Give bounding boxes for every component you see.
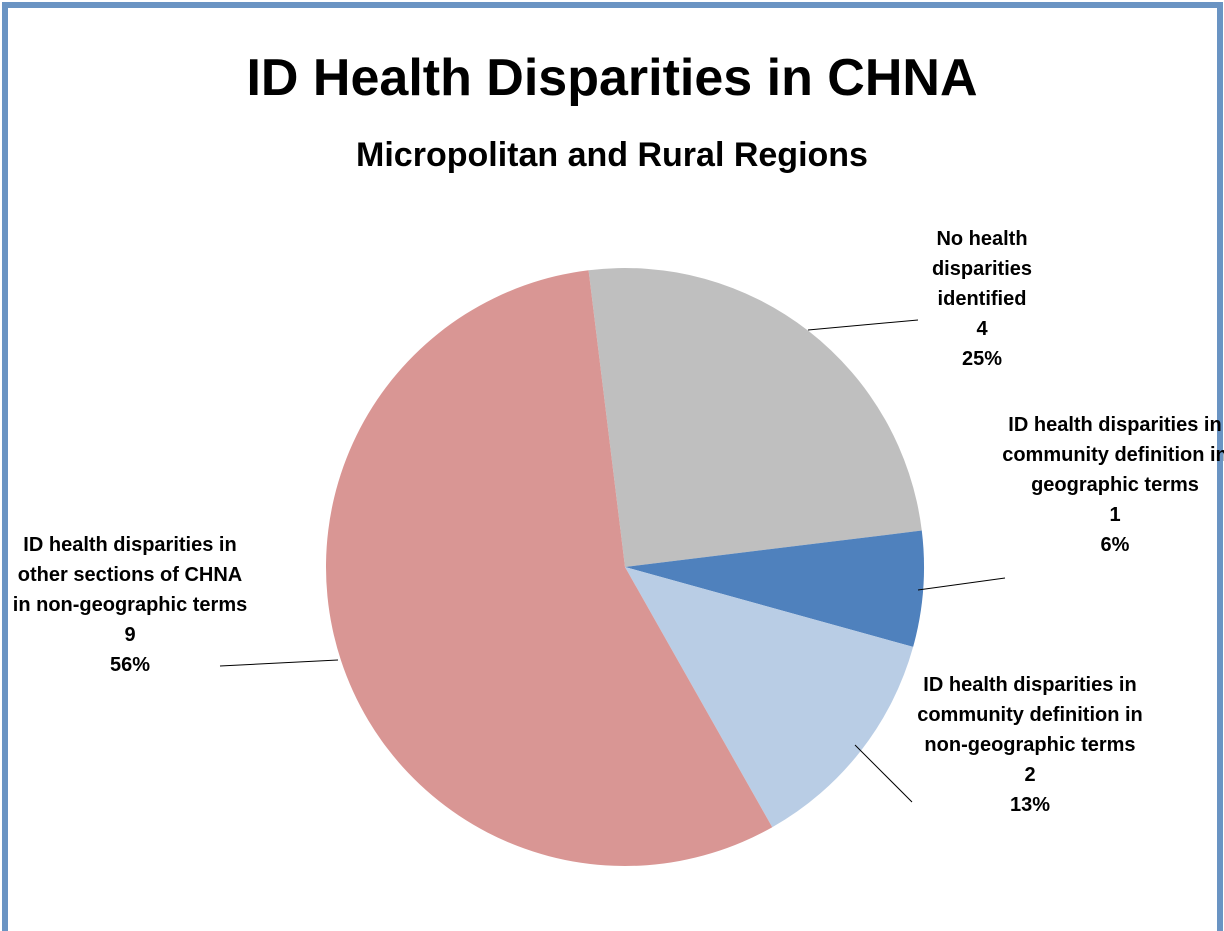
leader-line	[917, 577, 1006, 591]
slice-name: ID health disparities in other sections …	[12, 534, 248, 616]
pie-slice	[625, 530, 924, 647]
data-label: ID health disparities in community defin…	[900, 670, 1160, 820]
slice-count: 1	[1109, 504, 1121, 526]
slice-percent: 13%	[1009, 794, 1051, 816]
leader-line	[807, 319, 919, 331]
slice-count: 2	[1024, 764, 1036, 786]
data-label: No health disparities identified 4 25%	[892, 224, 1072, 374]
leader-line	[854, 744, 913, 803]
slice-name: ID health disparities in community defin…	[1002, 414, 1224, 496]
pie-slice	[625, 567, 914, 828]
pie-slice	[325, 270, 773, 867]
slice-percent: 56%	[109, 654, 151, 676]
slice-percent: 6%	[1100, 534, 1130, 556]
slice-name: ID health disparities in community defin…	[917, 674, 1143, 756]
chart-title: ID Health Disparities in CHNA	[246, 49, 978, 107]
pie-slice	[588, 268, 922, 567]
slice-percent: 25%	[961, 348, 1003, 370]
slice-count: 9	[124, 624, 136, 646]
data-label: ID health disparities in other sections …	[10, 530, 250, 680]
slice-count: 4	[976, 318, 988, 340]
data-label: ID health disparities in community defin…	[1000, 410, 1224, 560]
slice-name: No health disparities identified	[931, 228, 1033, 310]
leader-line	[219, 659, 339, 667]
chart-subtitle: Micropolitan and Rural Regions	[356, 136, 868, 174]
